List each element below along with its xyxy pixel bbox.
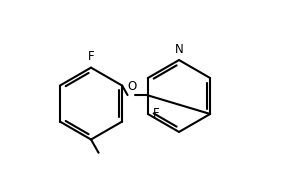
Text: O: O: [127, 80, 136, 93]
Text: F: F: [88, 50, 94, 63]
Text: F: F: [153, 108, 159, 120]
Text: N: N: [175, 43, 183, 56]
